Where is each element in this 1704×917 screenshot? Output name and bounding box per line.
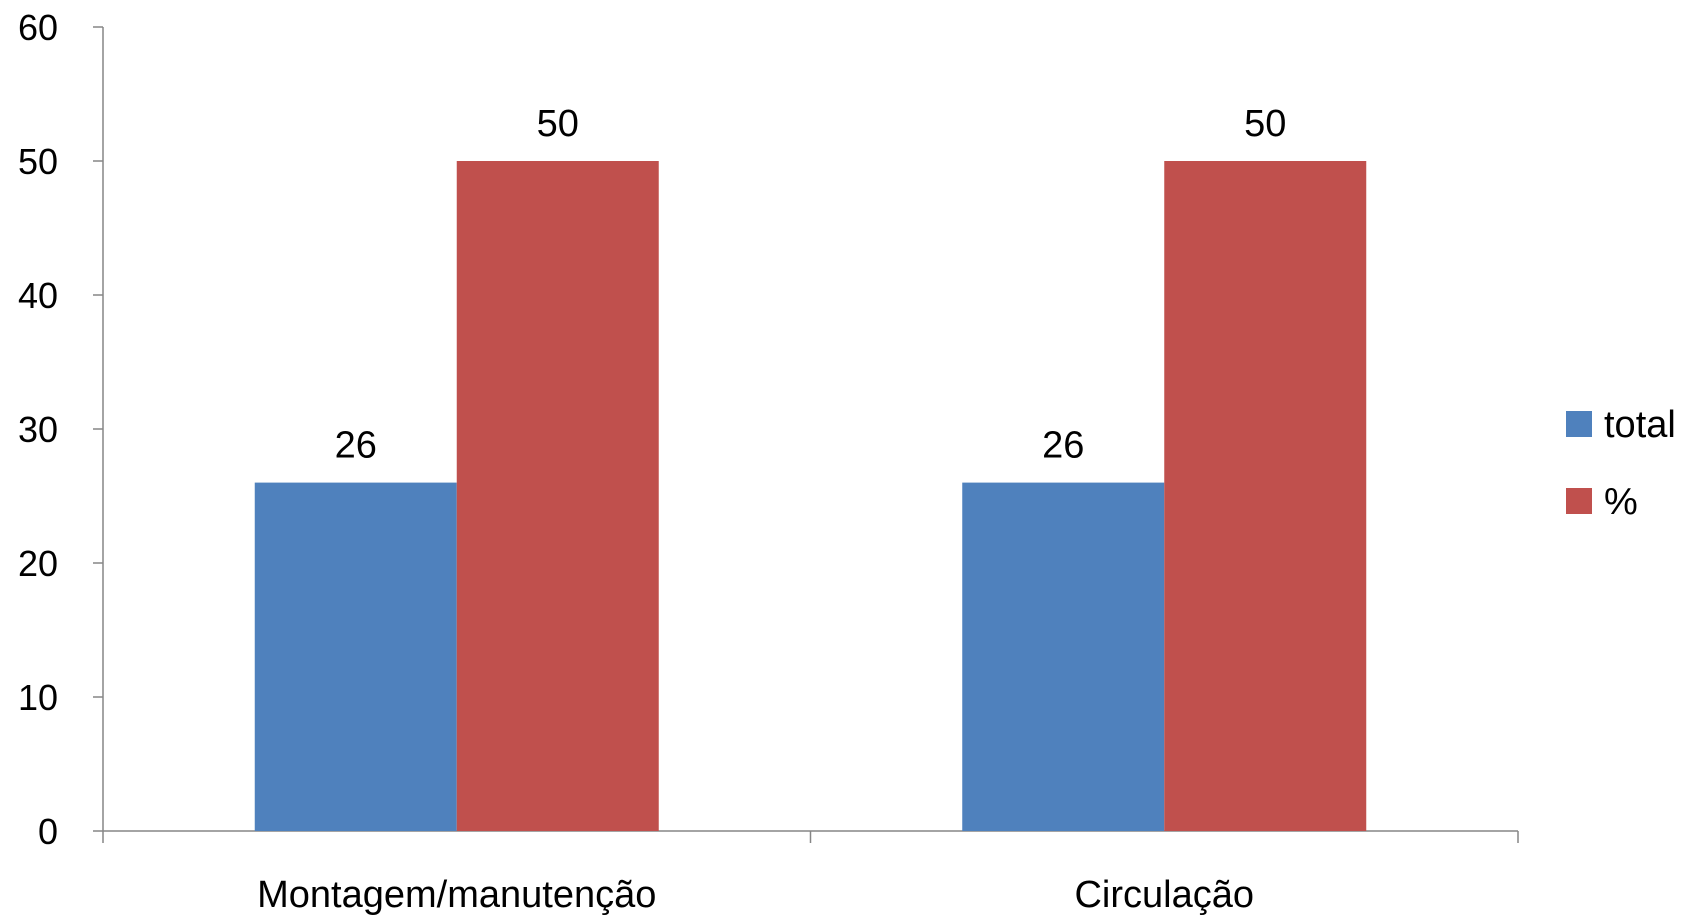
legend-swatch	[1566, 411, 1592, 437]
legend-label: %	[1604, 481, 1638, 523]
y-tick-label: 50	[18, 141, 58, 182]
y-tick-label: 10	[18, 677, 58, 718]
x-category-label: Montagem/manutenção	[257, 874, 656, 916]
legend-label: total	[1604, 404, 1676, 446]
y-tick-label: 40	[18, 275, 58, 316]
legend-swatch	[1566, 488, 1592, 514]
data-label: 26	[1042, 425, 1084, 467]
bar-total	[962, 482, 1165, 831]
bar-percent	[456, 161, 659, 831]
y-tick-label: 30	[18, 409, 58, 450]
data-label: 50	[537, 103, 579, 145]
data-label: 50	[1244, 103, 1286, 145]
y-tick-label: 20	[18, 543, 58, 584]
bar-total	[254, 482, 457, 831]
x-category-label: Circulação	[1074, 874, 1254, 916]
y-tick-label: 60	[18, 7, 58, 48]
data-label: 26	[335, 425, 377, 467]
bar-percent	[1164, 161, 1367, 831]
y-tick-label: 0	[38, 811, 58, 852]
